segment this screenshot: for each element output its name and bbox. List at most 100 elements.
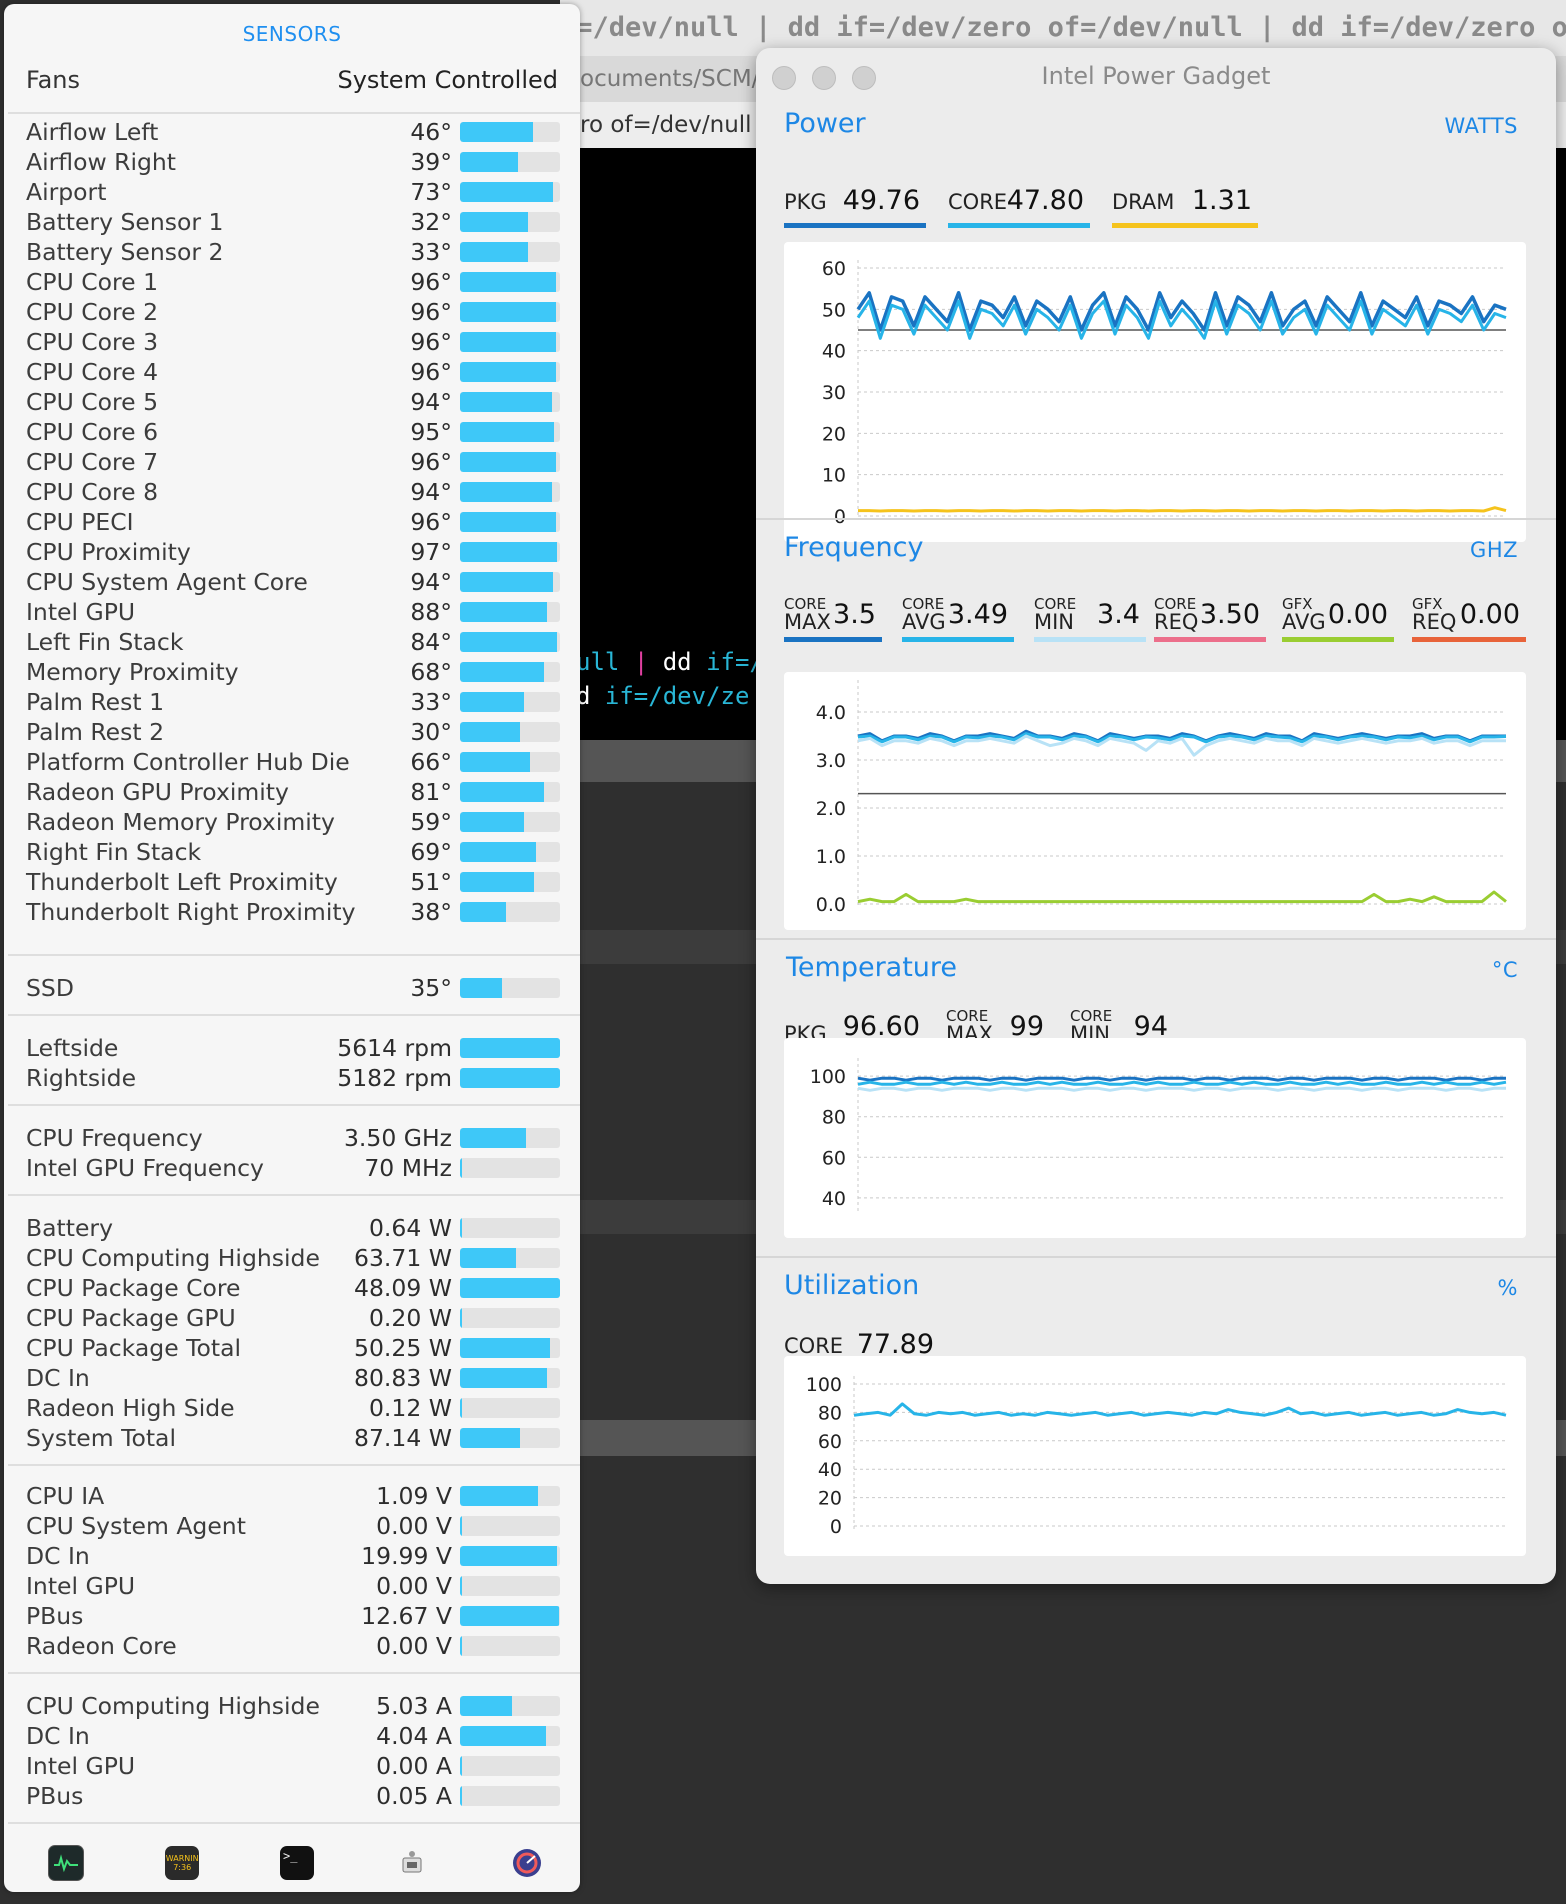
sensor-row[interactable]: Airport 73° [26, 178, 562, 208]
sensor-row[interactable]: DC In 80.83 W [26, 1364, 562, 1394]
minimize-window-button[interactable] [812, 66, 836, 90]
sensor-row[interactable]: CPU Proximity 97° [26, 538, 562, 568]
sensor-row[interactable]: Right Fin Stack 69° [26, 838, 562, 868]
sensor-name: Palm Rest 2 [26, 718, 165, 746]
sensor-name: Thunderbolt Right Proximity [26, 898, 356, 926]
sensor-row[interactable]: Palm Rest 1 33° [26, 688, 562, 718]
sensor-row[interactable]: Intel GPU Frequency 70 MHz [26, 1154, 562, 1184]
sensor-row[interactable]: CPU PECI 96° [26, 508, 562, 538]
zoom-window-button[interactable] [852, 66, 876, 90]
istat-icon[interactable] [510, 1846, 544, 1880]
sensor-row[interactable]: Palm Rest 2 30° [26, 718, 562, 748]
sensor-row[interactable]: PBus 12.67 V [26, 1602, 562, 1632]
sensor-row[interactable]: Leftside 5614 rpm [26, 1034, 562, 1064]
sensor-name: PBus [26, 1782, 84, 1810]
sensor-row[interactable]: CPU Package GPU 0.20 W [26, 1304, 562, 1334]
sensor-row[interactable]: Memory Proximity 68° [26, 658, 562, 688]
sensor-value: 94° [410, 388, 452, 416]
sensor-row[interactable]: CPU Core 5 94° [26, 388, 562, 418]
system-info-icon[interactable] [395, 1846, 429, 1880]
sensor-level-bar [460, 1546, 560, 1566]
sensor-row[interactable]: Airflow Left 46° [26, 118, 562, 148]
sensor-row[interactable]: Radeon High Side 0.12 W [26, 1394, 562, 1424]
power-section: Power WATTS PKG 49.76 CORE 47.80 DRAM 1.31 60… [756, 108, 1556, 542]
sensor-level-bar [460, 1368, 560, 1388]
sensor-level-fill [460, 1726, 546, 1746]
sensor-row[interactable]: PBus 0.05 A [26, 1782, 562, 1812]
sensor-row[interactable]: Rightside 5182 rpm [26, 1064, 562, 1094]
frequency-title: Frequency [784, 532, 924, 563]
sensor-row[interactable]: Platform Controller Hub Die 66° [26, 748, 562, 778]
sensor-row[interactable]: Intel GPU 0.00 V [26, 1572, 562, 1602]
sensor-row[interactable]: CPU System Agent 0.00 V [26, 1512, 562, 1542]
sensor-row[interactable]: Battery Sensor 1 32° [26, 208, 562, 238]
y-tick-label: 80 [822, 1107, 846, 1129]
y-tick-label: 40 [822, 341, 846, 363]
sensor-row[interactable]: CPU Core 4 96° [26, 358, 562, 388]
sensor-row[interactable]: CPU Core 2 96° [26, 298, 562, 328]
sensor-level-fill [460, 512, 556, 532]
sensor-row[interactable]: CPU Core 3 96° [26, 328, 562, 358]
fans-mode-row[interactable]: Fans System Controlled [26, 66, 558, 94]
sensor-row[interactable]: Thunderbolt Right Proximity 38° [26, 898, 562, 928]
metric-label: CORE MIN [1034, 596, 1076, 633]
sensor-row[interactable]: CPU IA 1.09 V [26, 1482, 562, 1512]
sensor-level-bar [460, 422, 560, 442]
sensor-level-fill [460, 452, 556, 472]
sensor-level-bar [460, 602, 560, 622]
sensor-row[interactable]: CPU Core 6 95° [26, 418, 562, 448]
sensor-row[interactable]: Left Fin Stack 84° [26, 628, 562, 658]
metric-label: PKG [784, 190, 827, 214]
sensor-name: CPU Core 8 [26, 478, 159, 506]
sensor-level-fill [460, 302, 556, 322]
sensor-value: 12.67 V [361, 1602, 452, 1630]
sensor-row[interactable]: CPU Package Core 48.09 W [26, 1274, 562, 1304]
activity-monitor-icon[interactable] [48, 1845, 85, 1881]
sensor-name: Palm Rest 1 [26, 688, 165, 716]
sensor-row[interactable]: SSD 35° [26, 974, 562, 1004]
section-divider [756, 518, 1556, 520]
sensor-value: 73° [410, 178, 452, 206]
sensor-value: 4.04 A [376, 1722, 452, 1750]
sensor-name: CPU Computing Highside [26, 1244, 320, 1272]
y-tick-label: 80 [818, 1402, 842, 1424]
sensor-level-fill [460, 1128, 526, 1148]
sensor-name: Memory Proximity [26, 658, 239, 686]
sensor-level-bar [460, 1218, 560, 1238]
y-tick-label: 60 [818, 1431, 842, 1453]
sensor-row[interactable]: Battery Sensor 2 33° [26, 238, 562, 268]
sensor-row[interactable]: CPU Core 7 96° [26, 448, 562, 478]
sensor-row[interactable]: CPU Frequency 3.50 GHz [26, 1124, 562, 1154]
section-separator [8, 1822, 580, 1824]
sensor-row[interactable]: DC In 4.04 A [26, 1722, 562, 1752]
sensor-row[interactable]: CPU Core 1 96° [26, 268, 562, 298]
metric-value: 96.60 [842, 1011, 920, 1042]
fans-mode-value[interactable]: System Controlled [337, 66, 558, 94]
sensor-row[interactable]: Radeon GPU Proximity 81° [26, 778, 562, 808]
temperature-title: Temperature [786, 952, 958, 983]
sensor-row[interactable]: CPU Package Total 50.25 W [26, 1334, 562, 1364]
sensor-row[interactable]: CPU Computing Highside 63.71 W [26, 1244, 562, 1274]
sensor-row[interactable]: Airflow Right 39° [26, 148, 562, 178]
sensor-name: CPU Package Total [26, 1334, 242, 1362]
sensor-row[interactable]: Radeon Memory Proximity 59° [26, 808, 562, 838]
sensor-row[interactable]: Battery 0.64 W [26, 1214, 562, 1244]
sensor-row[interactable]: Intel GPU 88° [26, 598, 562, 628]
terminal-icon[interactable]: >_ [279, 1846, 314, 1880]
metric-label-top: CORE [1154, 595, 1197, 613]
sensor-level-bar [460, 752, 560, 772]
sensor-row[interactable]: Thunderbolt Left Proximity 51° [26, 868, 562, 898]
console-icon[interactable]: WARNIN 7:36 [165, 1846, 200, 1880]
sensor-row[interactable]: Radeon Core 0.00 V [26, 1632, 562, 1662]
sensor-row[interactable]: CPU Core 8 94° [26, 478, 562, 508]
sensor-row[interactable]: CPU System Agent Core 94° [26, 568, 562, 598]
y-tick-label: 40 [818, 1459, 842, 1481]
sensor-value: 30° [410, 718, 452, 746]
sensor-row[interactable]: DC In 19.99 V [26, 1542, 562, 1572]
sensor-row[interactable]: Intel GPU 0.00 A [26, 1752, 562, 1782]
sensor-name: Airflow Right [26, 148, 177, 176]
sensor-name: Intel GPU [26, 598, 136, 626]
sensor-row[interactable]: CPU Computing Highside 5.03 A [26, 1692, 562, 1722]
sensor-row[interactable]: System Total 87.14 W [26, 1424, 562, 1454]
close-window-button[interactable] [772, 66, 796, 90]
